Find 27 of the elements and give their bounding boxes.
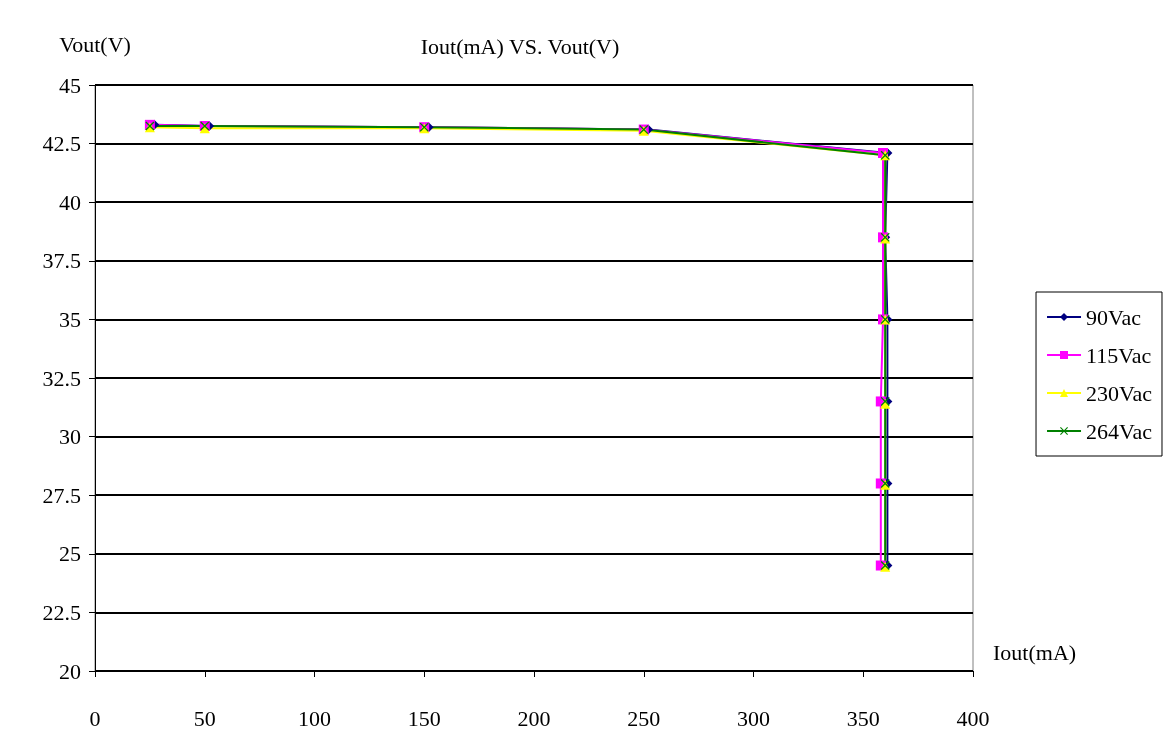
x-tick-label: 350 <box>846 705 880 731</box>
y-tick-label: 32.5 <box>42 365 81 391</box>
y-tick-label: 20 <box>59 658 81 684</box>
legend-label: 115Vac <box>1086 342 1152 368</box>
y-tick-label: 40 <box>59 189 81 215</box>
y-tick-label: 30 <box>59 424 81 450</box>
x-tick-label: 400 <box>956 705 990 731</box>
x-tick-label: 150 <box>407 705 441 731</box>
legend-label: 230Vac <box>1086 380 1153 406</box>
y-tick-label: 42.5 <box>42 131 81 157</box>
y-tick-label: 37.5 <box>42 248 81 274</box>
x-axis-title: Iout(mA) <box>993 639 1077 665</box>
y-tick-label: 25 <box>59 541 81 567</box>
y-tick-label: 45 <box>59 72 81 98</box>
legend-label: 264Vac <box>1086 418 1153 444</box>
legend-label: 90Vac <box>1086 304 1142 330</box>
y-tick-label: 27.5 <box>42 482 81 508</box>
x-tick-label: 200 <box>517 705 551 731</box>
x-tick-label: 250 <box>627 705 661 731</box>
x-tick-label: 0 <box>89 705 101 731</box>
x-tick-label: 300 <box>737 705 770 731</box>
y-axis-title: Vout(V) <box>59 31 131 57</box>
chart-title: Iout(mA) VS. Vout(V) <box>420 33 620 59</box>
y-tick-label: 35 <box>59 306 81 332</box>
x-tick-label: 50 <box>193 705 216 731</box>
y-tick-label: 22.5 <box>42 599 81 625</box>
x-tick-label: 100 <box>298 705 331 731</box>
